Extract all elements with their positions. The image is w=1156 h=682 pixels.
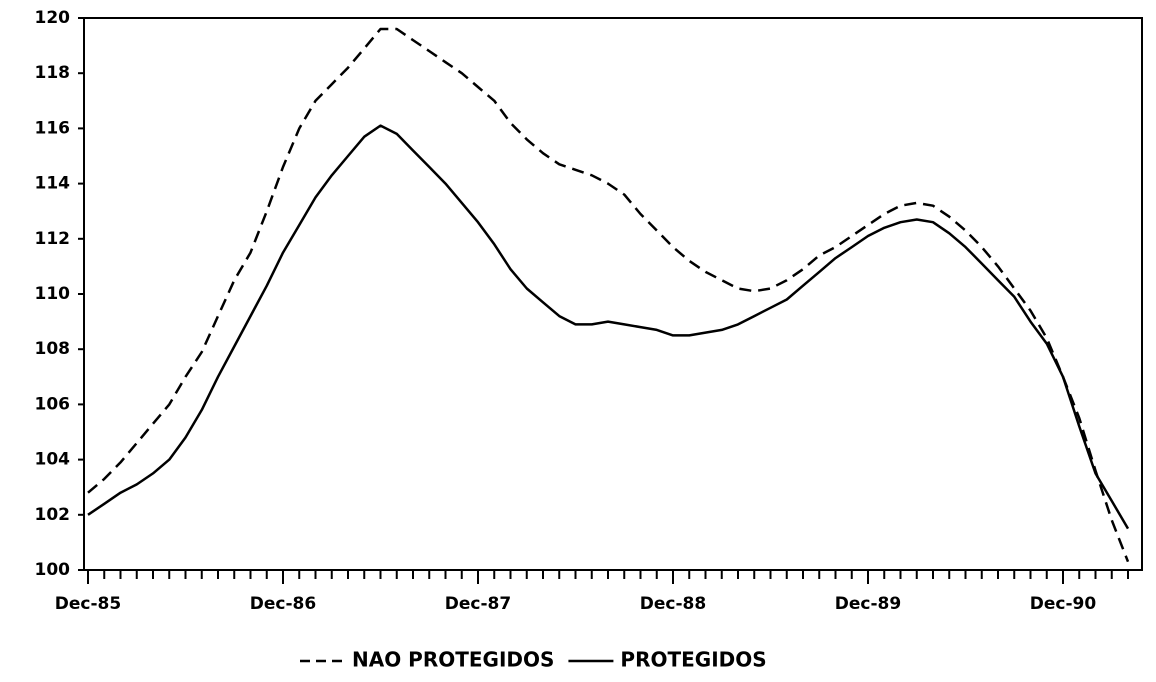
x-tick-label: Dec-87 bbox=[445, 594, 511, 614]
x-tick-label: Dec-89 bbox=[835, 594, 901, 614]
x-tick-label: Dec-85 bbox=[55, 594, 121, 614]
y-tick-label: 120 bbox=[35, 8, 71, 28]
y-tick-label: 104 bbox=[35, 450, 71, 470]
line-series bbox=[87, 27, 1130, 563]
legend-label: PROTEGIDOS bbox=[620, 648, 766, 672]
y-tick-label: 108 bbox=[35, 339, 71, 359]
y-tick-label: 110 bbox=[35, 284, 71, 304]
legend: NAO PROTEGIDOS PROTEGIDOS bbox=[300, 648, 767, 672]
y-tick-label: 106 bbox=[35, 394, 71, 414]
x-tick-label: Dec-86 bbox=[250, 594, 316, 614]
y-tick-label: 116 bbox=[35, 118, 71, 138]
legend-label: NAO PROTEGIDOS bbox=[352, 648, 554, 672]
y-tick-label: 102 bbox=[35, 505, 71, 525]
y-tick-label: 112 bbox=[35, 229, 71, 249]
x-tick-label: Dec-88 bbox=[640, 594, 706, 614]
y-tick-label: 100 bbox=[35, 560, 71, 580]
y-tick-label: 114 bbox=[35, 174, 71, 194]
plot-frame bbox=[83, 17, 1143, 571]
x-tick-label: Dec-90 bbox=[1030, 594, 1097, 614]
y-tick-label: 118 bbox=[35, 63, 71, 83]
line-series bbox=[87, 124, 1130, 530]
